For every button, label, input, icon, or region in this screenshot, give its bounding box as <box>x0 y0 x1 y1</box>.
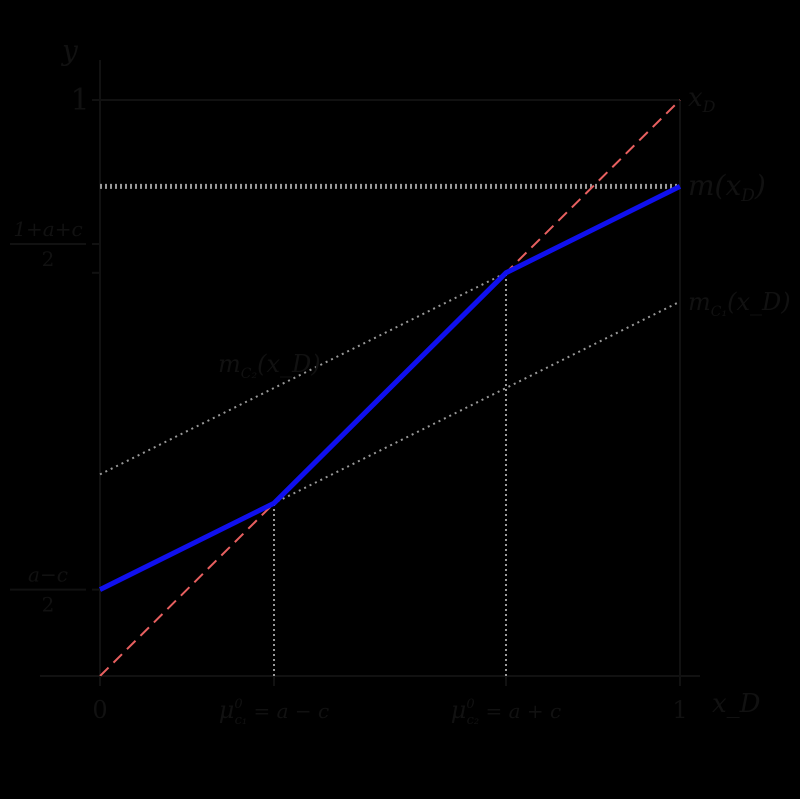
x-tick-label-1: μ0 c₁ = a − c <box>219 696 329 728</box>
mc2-series-label: mC₂(x_D) <box>218 350 321 382</box>
y-tick-denominator-1: 2 <box>42 247 55 271</box>
m-series-label: m(xD) <box>688 169 766 206</box>
x-tick-label-0: 0 <box>92 696 107 724</box>
diag-series-label: xD <box>688 83 716 116</box>
x-tick-label-3: 1 <box>672 696 687 724</box>
series-lines <box>98 99 682 677</box>
mc1-series-label: mC₁(x_D) <box>688 288 791 320</box>
series-line-1 <box>98 184 682 592</box>
x-axis-title: x_D <box>712 689 761 719</box>
y-tick-numerator-1: 1+a+c <box>13 217 82 241</box>
tick-labels: 0 μ0 c₁ = a − c μ0 c₂ = a + c 1 1 1+a+c 2 a−c 2 <box>10 83 688 728</box>
y-axis-title: y <box>60 34 79 67</box>
reference-lines <box>100 183 680 676</box>
y-tick-label-0: 1 <box>70 83 89 118</box>
x-tick-label-2: μ0 c₂ = a + c <box>451 696 561 728</box>
y-tick-denominator-3: 2 <box>42 593 55 617</box>
y-tick-numerator-3: a−c <box>28 563 68 587</box>
